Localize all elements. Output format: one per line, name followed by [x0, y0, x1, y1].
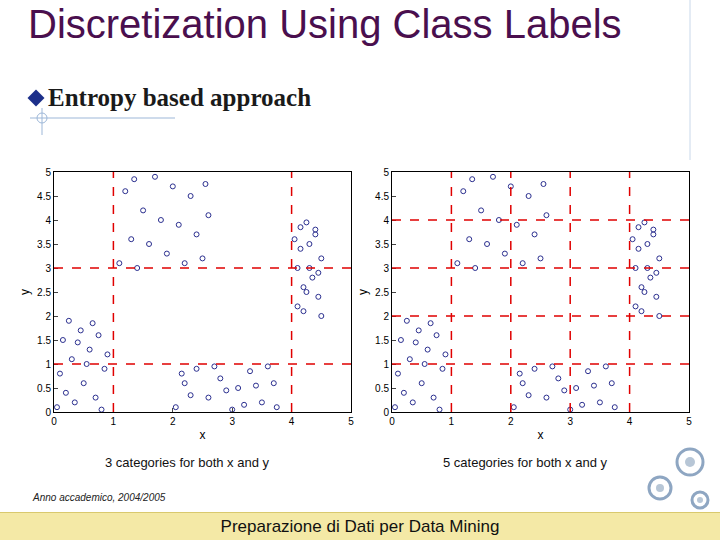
svg-text:3: 3 [45, 263, 51, 274]
svg-text:4: 4 [383, 215, 389, 226]
svg-text:5: 5 [686, 416, 692, 427]
html-text:Entropy based approach: Entropy based approach [48, 84, 311, 111]
svg-text:4: 4 [627, 416, 633, 427]
svg-text:3.5: 3.5 [37, 239, 51, 250]
svg-text:1.5: 1.5 [37, 335, 51, 346]
svg-text:x: x [200, 428, 206, 442]
svg-text:4.5: 4.5 [37, 191, 51, 202]
svg-text:4: 4 [45, 215, 51, 226]
svg-text:3: 3 [229, 416, 235, 427]
svg-text:0.5: 0.5 [37, 383, 51, 394]
svg-text:3.5: 3.5 [375, 239, 389, 250]
svg-text:0: 0 [383, 407, 389, 418]
svg-text:0: 0 [389, 416, 395, 427]
html-text:5 categories for both x and y: 5 categories for both x and y [443, 455, 607, 470]
svg-text:x: x [538, 428, 544, 442]
svg-text:0: 0 [45, 407, 51, 418]
html-text:Preparazione di Dati per Data: Preparazione di Dati per Data Mining [220, 517, 500, 536]
svg-text:2: 2 [508, 416, 514, 427]
svg-text:4.5: 4.5 [375, 191, 389, 202]
svg-text:2.5: 2.5 [37, 287, 51, 298]
svg-text:5: 5 [45, 167, 51, 178]
svg-text:y: y [356, 289, 370, 295]
svg-text:2: 2 [170, 416, 176, 427]
html-text:Discretization Using Class Lab: Discretization Using Class Labels [28, 2, 622, 46]
html-text:Anno accademico, 2004/2005: Anno accademico, 2004/2005 [33, 492, 166, 503]
svg-text:2: 2 [383, 311, 389, 322]
html-text:3 categories for both x and y: 3 categories for both x and y [105, 455, 269, 470]
svg-text:1: 1 [111, 416, 117, 427]
svg-text:4: 4 [289, 416, 295, 427]
svg-text:0: 0 [51, 416, 57, 427]
svg-text:3: 3 [567, 416, 573, 427]
svg-text:5: 5 [348, 416, 354, 427]
svg-text:2: 2 [45, 311, 51, 322]
svg-text:2.5: 2.5 [375, 287, 389, 298]
svg-text:1.5: 1.5 [375, 335, 389, 346]
svg-text:5: 5 [383, 167, 389, 178]
svg-text:0.5: 0.5 [375, 383, 389, 394]
svg-text:1: 1 [45, 359, 51, 370]
svg-text:3: 3 [383, 263, 389, 274]
svg-text:1: 1 [383, 359, 389, 370]
svg-text:y: y [18, 289, 32, 295]
svg-text:1: 1 [449, 416, 455, 427]
